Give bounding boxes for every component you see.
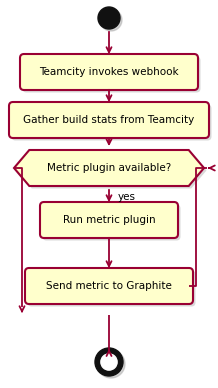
Circle shape	[95, 348, 123, 376]
Text: Teamcity invokes webhook: Teamcity invokes webhook	[39, 67, 179, 77]
Text: Send metric to Graphite: Send metric to Graphite	[46, 281, 172, 291]
FancyBboxPatch shape	[25, 268, 193, 304]
Text: Metric plugin available?: Metric plugin available?	[47, 163, 171, 173]
Text: Gather build stats from Teamcity: Gather build stats from Teamcity	[23, 115, 195, 125]
Circle shape	[98, 7, 120, 29]
Text: Run metric plugin: Run metric plugin	[63, 215, 155, 225]
Polygon shape	[14, 150, 204, 186]
FancyBboxPatch shape	[43, 204, 181, 241]
Circle shape	[101, 354, 117, 370]
FancyBboxPatch shape	[40, 202, 178, 238]
Circle shape	[100, 9, 122, 31]
FancyBboxPatch shape	[12, 104, 211, 140]
FancyBboxPatch shape	[27, 270, 196, 307]
FancyBboxPatch shape	[20, 54, 198, 90]
FancyBboxPatch shape	[9, 102, 209, 138]
FancyBboxPatch shape	[22, 57, 201, 92]
Circle shape	[97, 350, 125, 378]
Text: yes: yes	[118, 192, 136, 202]
Polygon shape	[17, 152, 206, 189]
